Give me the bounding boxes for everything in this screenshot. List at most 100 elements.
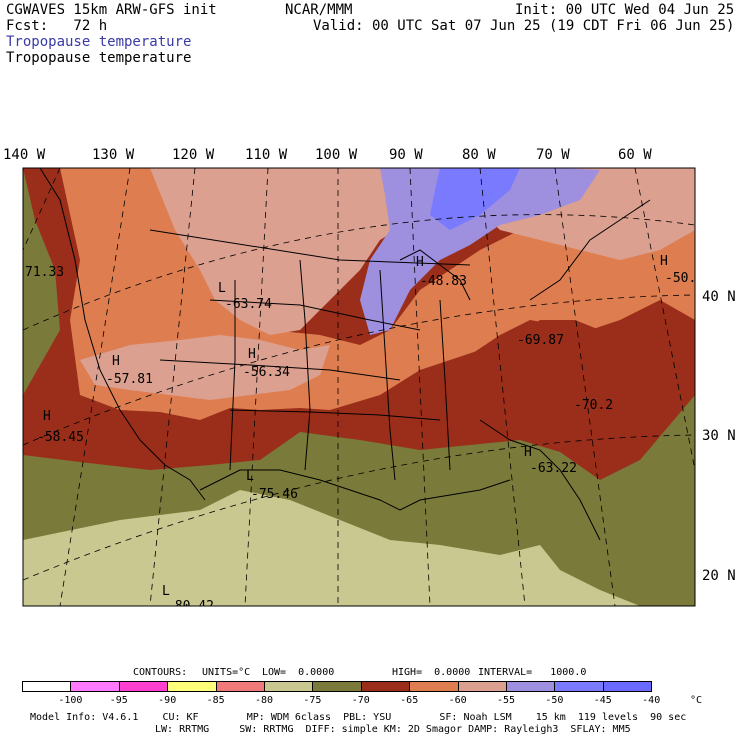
map-value-8: -70.2 bbox=[574, 398, 614, 413]
lat-line-40n bbox=[23, 294, 695, 446]
colorbar-tick-label: -50 bbox=[545, 695, 564, 706]
colorbar-swatch bbox=[457, 681, 507, 692]
state-line-a bbox=[209, 299, 421, 331]
map-value-7: -69.87 bbox=[517, 333, 564, 348]
lat-label-30n: 30 N bbox=[702, 428, 736, 444]
field-pink-central bbox=[80, 335, 330, 400]
state-line-e bbox=[229, 280, 236, 471]
lat-line-40n-upper bbox=[23, 214, 695, 331]
field-deep-blue-region bbox=[430, 168, 520, 230]
model-info-line1: Model Info: V4.6.1 CU: KF MP: WDM 6class… bbox=[30, 712, 687, 723]
colorbar-tick-label: -75 bbox=[303, 695, 322, 706]
field-olive-west bbox=[23, 168, 60, 395]
colorbar-tick-label: -70 bbox=[351, 695, 370, 706]
lat-line-30n bbox=[23, 434, 695, 581]
map-label-h-4: H bbox=[43, 409, 51, 424]
map-value-4: -58.45 bbox=[37, 430, 84, 445]
map-frame bbox=[22, 167, 696, 607]
great-lakes-outline bbox=[399, 249, 471, 301]
field-pink-north bbox=[150, 168, 430, 335]
map-label-h-3: H bbox=[248, 347, 256, 362]
map-label-h-2: H bbox=[112, 354, 120, 369]
lon-label-90w: 90 W bbox=[389, 147, 423, 163]
state-line-f bbox=[379, 269, 396, 481]
state-line-c bbox=[229, 409, 441, 421]
field-title-colored: Tropopause temperature bbox=[6, 34, 192, 50]
field-khaki-region bbox=[23, 490, 640, 606]
colorbar-swatch bbox=[167, 681, 217, 692]
map-value-3: -56.34 bbox=[243, 365, 290, 380]
lon-label-70w: 70 W bbox=[536, 147, 570, 163]
init-time: Init: 00 UTC Wed 04 Jun 25 bbox=[515, 2, 735, 18]
map-value-2: -57.81 bbox=[106, 372, 153, 387]
lon-label-110w: 110 W bbox=[245, 147, 288, 163]
lon-line-130w bbox=[59, 168, 131, 606]
interval-label: INTERVAL= 1000.0 bbox=[478, 667, 587, 678]
map-value-6: -48.83 bbox=[420, 274, 467, 289]
colorbar-swatch bbox=[409, 681, 459, 692]
map-label-l-5: L bbox=[246, 469, 254, 484]
lon-line-120w bbox=[149, 168, 196, 606]
map-label-h-6: H bbox=[416, 255, 424, 270]
colorbar-tick-label: -60 bbox=[448, 695, 467, 706]
colorbar-swatch bbox=[312, 681, 362, 692]
lon-line-80w bbox=[479, 168, 526, 606]
units-label: UNITS=°C bbox=[202, 667, 251, 678]
model-info-line2: LW: RRTMG SW: RRTMG DIFF: simple KM: 2D … bbox=[155, 724, 631, 735]
map-value-1: -63.74 bbox=[225, 297, 272, 312]
lon-line-110w bbox=[244, 168, 269, 606]
map-label-l-1: L bbox=[218, 281, 226, 296]
center-label: NCAR/MMM bbox=[285, 2, 353, 18]
colorbar-swatch bbox=[506, 681, 556, 692]
state-line-b bbox=[159, 359, 401, 381]
map-value-5: -75.46 bbox=[251, 487, 298, 502]
map-value-12: -80.42 bbox=[167, 600, 214, 606]
state-line-d bbox=[299, 259, 311, 471]
colorbar-swatch bbox=[360, 681, 411, 692]
northeast-coastline bbox=[529, 199, 651, 301]
map-label-h-10: H bbox=[660, 254, 668, 269]
colorbar-swatch bbox=[215, 681, 265, 692]
colorbar-swatch bbox=[118, 681, 169, 692]
lon-label-120w: 120 W bbox=[172, 147, 215, 163]
state-line-g bbox=[439, 299, 451, 471]
lon-line-90w bbox=[409, 168, 431, 606]
colorbar-swatch bbox=[264, 681, 314, 692]
lon-label-100w: 100 W bbox=[315, 147, 358, 163]
field-title: Tropopause temperature bbox=[6, 50, 192, 66]
colorbar-tick-label: -55 bbox=[496, 695, 516, 706]
map-value-9: -63.22 bbox=[530, 461, 577, 476]
field-blue-region bbox=[360, 168, 600, 335]
west-coastline bbox=[39, 168, 206, 501]
lon-line-70w bbox=[554, 168, 616, 606]
valid-time: Valid: 00 UTC Sat 07 Jun 25 (19 CDT Fri … bbox=[313, 18, 735, 34]
lat-label-40n: 40 N bbox=[702, 289, 736, 305]
high-label: HIGH= 0.0000 bbox=[392, 667, 471, 678]
model-title: CGWAVES 15km ARW-GFS init bbox=[6, 2, 217, 18]
lat-label-20n: 20 N bbox=[702, 568, 736, 584]
field-darkred-east bbox=[430, 300, 695, 450]
lon-line-60w bbox=[634, 168, 695, 471]
lon-label-60w: 60 W bbox=[618, 147, 652, 163]
map-value-11: 71.33 bbox=[25, 265, 65, 280]
lon-line-140w bbox=[23, 168, 61, 251]
colorbar-tick-label: -85 bbox=[206, 695, 225, 706]
colorbar-swatch bbox=[602, 681, 653, 692]
low-label: LOW= 0.0000 bbox=[262, 667, 335, 678]
forecast-hour: Fcst: 72 h bbox=[6, 18, 108, 34]
colorbar-tick-label: -95 bbox=[109, 695, 128, 706]
colorbar-tick-label: -90 bbox=[158, 695, 177, 706]
colorbar-tick-label: -65 bbox=[400, 695, 419, 706]
contours-label: CONTOURS: bbox=[133, 667, 188, 678]
colorbar-swatch bbox=[554, 681, 604, 692]
map-label-h-9: H bbox=[524, 445, 532, 460]
lon-label-80w: 80 W bbox=[462, 147, 496, 163]
colorbar-tick-label: -45 bbox=[593, 695, 612, 706]
colorbar-tick-label: -100 bbox=[58, 695, 83, 706]
map-value-10: -50. bbox=[665, 271, 697, 286]
colorbar-unit: °C bbox=[690, 695, 703, 706]
east-coastline bbox=[479, 419, 601, 541]
gulf-border bbox=[199, 469, 511, 511]
colorbar-tick-label: -80 bbox=[254, 695, 274, 706]
map-label-l-12: L bbox=[162, 584, 170, 599]
